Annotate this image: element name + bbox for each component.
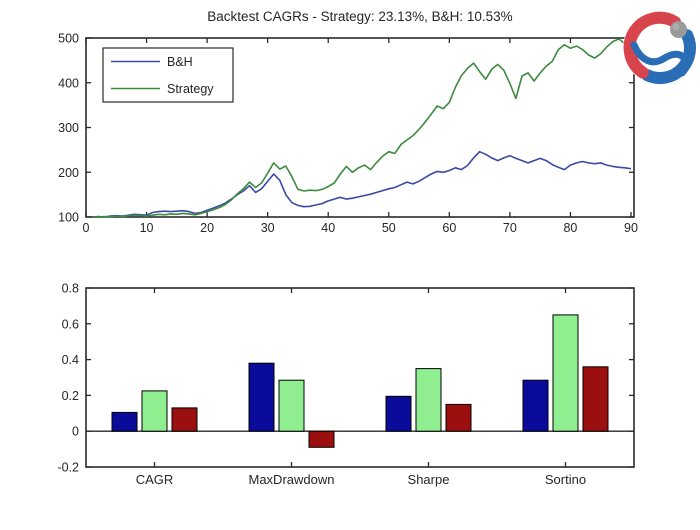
bar: [445, 403, 472, 432]
legend-box: [102, 47, 234, 103]
bar: [552, 314, 579, 432]
x-tick-label: 60: [442, 221, 456, 235]
bar: [308, 430, 335, 448]
y-tick-label: 0.6: [62, 317, 79, 331]
x-tick-label: 50: [382, 221, 396, 235]
y-tick-label: 0.2: [62, 389, 79, 403]
x-tick-label: 80: [563, 221, 577, 235]
brand-logo: [623, 11, 697, 85]
bar: [522, 379, 549, 432]
bar: [415, 368, 442, 432]
y-tick-label: 300: [58, 121, 79, 135]
y-tick-label: 0.8: [62, 282, 79, 296]
bar: [582, 366, 609, 432]
logo-ball-highlight: [672, 23, 680, 31]
bar: [141, 390, 168, 432]
logo-wave-icon: [630, 41, 690, 77]
legend-label: Strategy: [167, 82, 214, 96]
bar-chart: -0.2 0 0.2 0.4 0.6 0.8 CAGR MaxDrawdown Sharpe So…: [57, 282, 635, 487]
logo-ball-icon: [670, 21, 687, 38]
bh-line: [92, 150, 632, 218]
y-tick-label: 400: [58, 76, 79, 90]
bar: [278, 379, 305, 432]
x-tick-label: 0: [83, 221, 90, 235]
category-label: CAGR: [136, 472, 174, 487]
logo-red-crescent-icon: [623, 11, 681, 79]
legend: B&H Strategy: [102, 47, 234, 103]
y-tick-label: -0.2: [57, 461, 79, 475]
legend-label: B&H: [167, 55, 193, 69]
category-label: MaxDrawdown: [249, 472, 335, 487]
x-tick-label: 30: [261, 221, 275, 235]
y-tick-label: 0: [72, 425, 79, 439]
bar: [111, 411, 138, 432]
bar-chart-frame: [85, 287, 635, 468]
line-chart: 0 10 20 30 40 50 60 70 80 90 100 200 300 400 500: [58, 32, 638, 236]
strategy-line: [92, 38, 632, 218]
y-tick-label: 0.4: [62, 353, 79, 367]
category-label: Sharpe: [408, 472, 450, 487]
chart-title: Backtest CAGRs - Strategy: 23.13%, B&H: …: [207, 9, 512, 24]
x-tick-label: 70: [503, 221, 517, 235]
y-tick-label: 100: [58, 211, 79, 225]
x-tick-label: 20: [200, 221, 214, 235]
x-tick-label: 40: [321, 221, 335, 235]
category-label: Sortino: [545, 472, 586, 487]
bar: [385, 395, 412, 432]
bar: [248, 362, 275, 432]
bar: [171, 407, 198, 432]
x-tick-label: 90: [624, 221, 638, 235]
x-tick-label: 10: [140, 221, 154, 235]
y-tick-label: 200: [58, 166, 79, 180]
y-tick-label: 500: [58, 32, 79, 46]
